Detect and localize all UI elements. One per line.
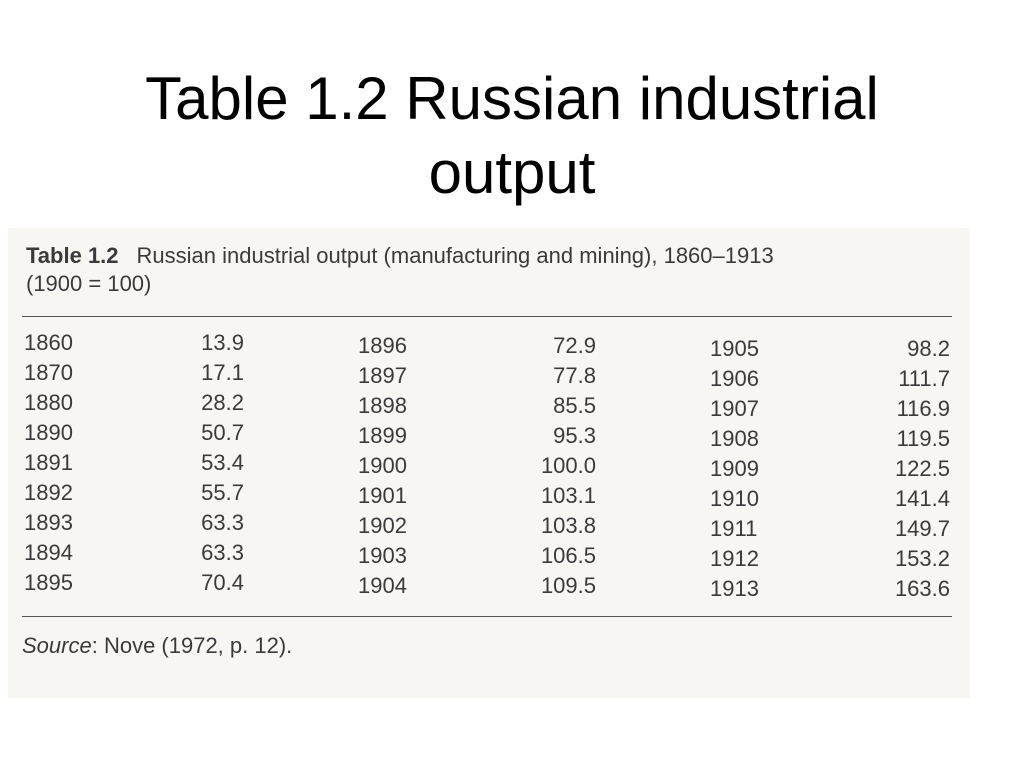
table-cell-value: 17.1 xyxy=(201,360,244,385)
table-cell-year: 1905 xyxy=(710,336,759,361)
table-cell-year: 1897 xyxy=(358,363,407,388)
table-cell-value: 70.4 xyxy=(201,570,244,595)
table-cell-value: 50.7 xyxy=(201,420,244,445)
table-cell-value: 149.7 xyxy=(894,516,950,541)
table-cell-value: 119.5 xyxy=(896,426,950,451)
table-cell-value: 85.5 xyxy=(553,393,596,418)
table-cell-value: 100.0 xyxy=(540,453,596,478)
table-cell-year: 1912 xyxy=(710,546,759,571)
slide-title-line-1: Table 1.2 Russian industrial xyxy=(145,65,879,132)
table-cell-value: 111.7 xyxy=(898,366,950,391)
table-cell-year: 1900 xyxy=(358,453,407,478)
table-cell-year: 1870 xyxy=(24,360,73,385)
source-label: Source xyxy=(22,633,92,658)
table-cell-value: 103.8 xyxy=(540,513,596,538)
table-cell-year: 1902 xyxy=(358,513,407,538)
table-cell-year: 1911 xyxy=(710,516,758,541)
table-cell-value: 141.4 xyxy=(894,486,950,511)
table-cell-year: 1901 xyxy=(358,483,407,508)
table-cell-value: 153.2 xyxy=(894,546,950,571)
table-cell-value: 122.5 xyxy=(894,456,950,481)
table-cell-year: 1891 xyxy=(24,450,73,475)
table-cell-value: 53.4 xyxy=(201,450,244,475)
table-caption-label: Table 1.2 xyxy=(26,243,119,268)
table-cell-value: 28.2 xyxy=(201,390,244,415)
table-cell-year: 1913 xyxy=(710,576,759,601)
table-caption-index-note: (1900 = 100) xyxy=(26,271,152,296)
table-cell-year: 1893 xyxy=(24,510,73,535)
scanned-table-image: Table 1.2 Russian industrial output (manu… xyxy=(8,228,970,698)
table-cell-value: 63.3 xyxy=(201,510,244,535)
table-cell-year: 1896 xyxy=(358,333,407,358)
table-cell-value: 95.3 xyxy=(553,423,596,448)
table-cell-year: 1892 xyxy=(24,480,73,505)
table-caption: Table 1.2 Russian industrial output (manu… xyxy=(26,242,966,298)
table-cell-value: 109.5 xyxy=(540,573,596,598)
table-cell-year: 1909 xyxy=(710,456,759,481)
table-caption-text: Russian industrial output (manufacturing… xyxy=(136,243,774,268)
table-cell-value: 163.6 xyxy=(894,576,950,601)
table-cell-year: 1894 xyxy=(24,540,73,565)
slide-title: Table 1.2 Russian industrial output xyxy=(0,62,1024,210)
table-cell-value: 63.3 xyxy=(201,540,244,565)
table-cell-year: 1898 xyxy=(358,393,407,418)
table-cell-year: 1899 xyxy=(358,423,407,448)
table-cell-value: 13.9 xyxy=(201,330,244,355)
table-cell-year: 1910 xyxy=(710,486,759,511)
table-cell-year: 1880 xyxy=(24,390,73,415)
table-bottom-rule xyxy=(22,616,952,617)
slide-title-line-2: output xyxy=(428,139,596,206)
table-cell-year: 1860 xyxy=(24,330,73,355)
source-text: : Nove (1972, p. 12). xyxy=(91,633,293,658)
table-cell-value: 77.8 xyxy=(553,363,596,388)
table-cell-value: 98.2 xyxy=(907,336,950,361)
table-cell-year: 1903 xyxy=(358,543,407,568)
table-cell-value: 72.9 xyxy=(553,333,596,358)
table-cell-year: 1908 xyxy=(710,426,759,451)
table-cell-value: 103.1 xyxy=(540,483,596,508)
table-top-rule xyxy=(22,316,952,317)
table-cell-value: 55.7 xyxy=(201,480,244,505)
table-cell-year: 1895 xyxy=(24,570,73,595)
table-cell-year: 1904 xyxy=(358,573,407,598)
table-source-note: Source: Nove (1972, p. 12). xyxy=(22,632,292,660)
table-cell-year: 1890 xyxy=(24,420,73,445)
table-cell-value: 116.9 xyxy=(896,396,950,421)
table-cell-value: 106.5 xyxy=(540,543,596,568)
table-cell-year: 1906 xyxy=(710,366,759,391)
table-cell-year: 1907 xyxy=(710,396,759,421)
